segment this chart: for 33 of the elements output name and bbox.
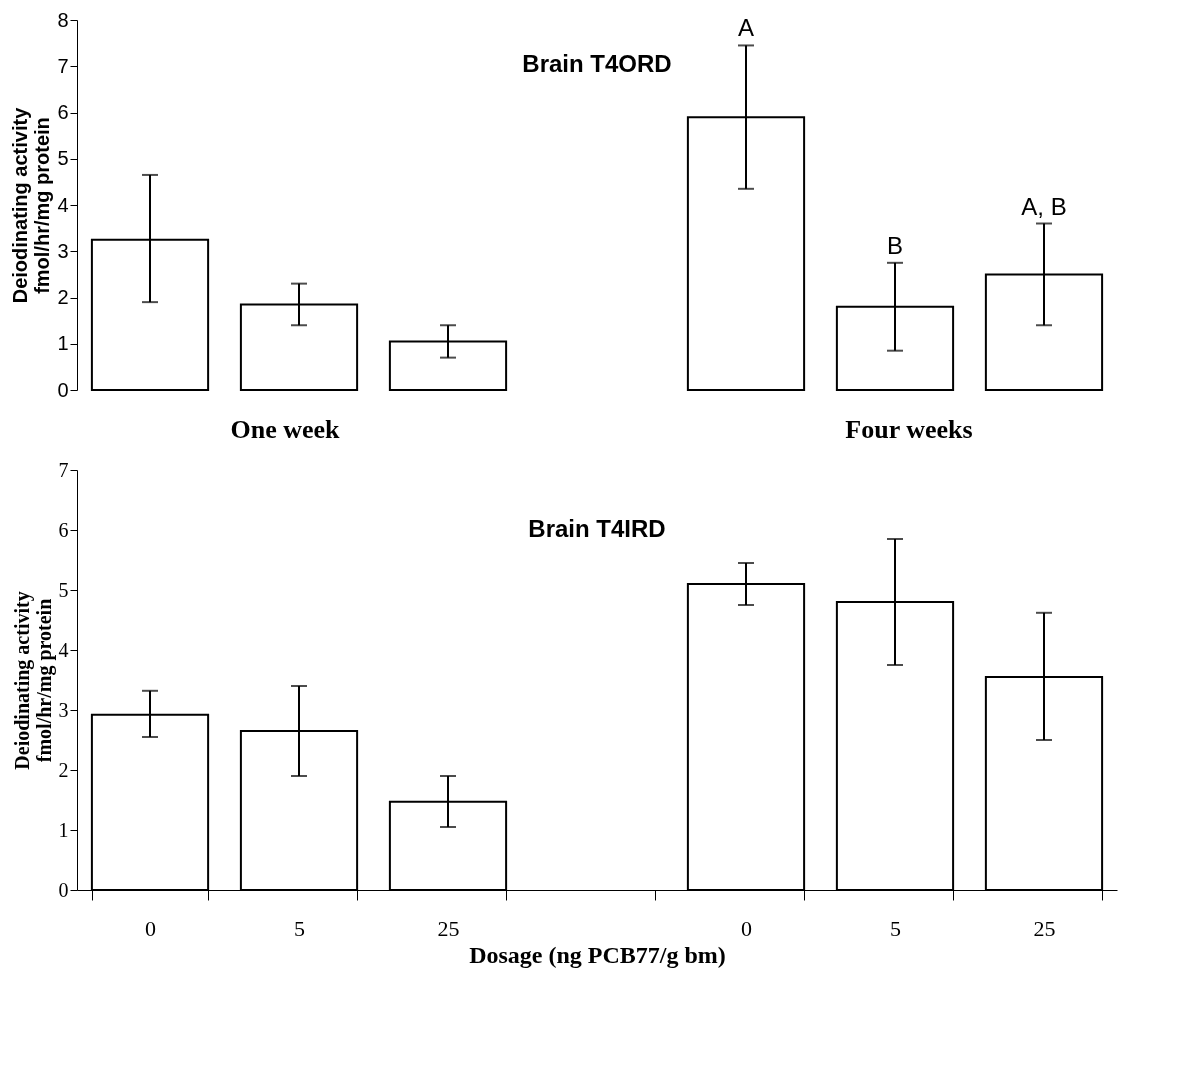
text: Four weeks — [845, 415, 973, 444]
y-tick-label: 7 — [58, 458, 69, 481]
x-tick-label: 5 — [294, 915, 306, 941]
data-label: A, B — [1021, 192, 1067, 220]
y-tick-label: 0 — [57, 378, 69, 401]
y-tick-label: 5 — [57, 147, 69, 170]
y-tick-label: 2 — [57, 286, 69, 308]
y-tick-label: 6 — [58, 518, 69, 541]
text: Brain T4ORD — [522, 50, 672, 77]
y-tick-label: 0 — [58, 878, 69, 901]
y-tick-label: 7 — [57, 54, 69, 77]
x-tick-label: 25 — [1033, 915, 1056, 941]
y-tick-label: 6 — [57, 101, 69, 123]
text: Brain T4IRD — [528, 515, 666, 542]
y-axis-title: Deiodinating activity fmol/hr/mg protein — [9, 106, 54, 304]
y-tick-label: 4 — [57, 193, 69, 216]
data-label: B — [886, 231, 903, 259]
y-tick-label: 5 — [58, 578, 69, 601]
y-tick-label: 3 — [58, 698, 69, 721]
data-label: A — [737, 14, 754, 42]
x-tick-label: 0 — [145, 915, 157, 941]
y-tick-label: 2 — [58, 758, 69, 781]
y-tick-label: 1 — [58, 818, 69, 841]
y-axis-title: Deiodinating activity fmol/hr/mg protein — [10, 591, 56, 770]
y-tick-label: 1 — [57, 332, 69, 355]
y-tick-label: 4 — [58, 638, 69, 661]
x-tick-label: 5 — [889, 915, 901, 941]
y-tick-label: 3 — [57, 239, 69, 262]
text: One week — [230, 415, 341, 444]
x-axis-title: Dosage (ng PCB77/g bm) — [469, 941, 726, 968]
y-tick-label: 8 — [57, 8, 69, 31]
x-tick-label: 0 — [741, 915, 752, 941]
x-tick-label: 25 — [437, 915, 460, 941]
